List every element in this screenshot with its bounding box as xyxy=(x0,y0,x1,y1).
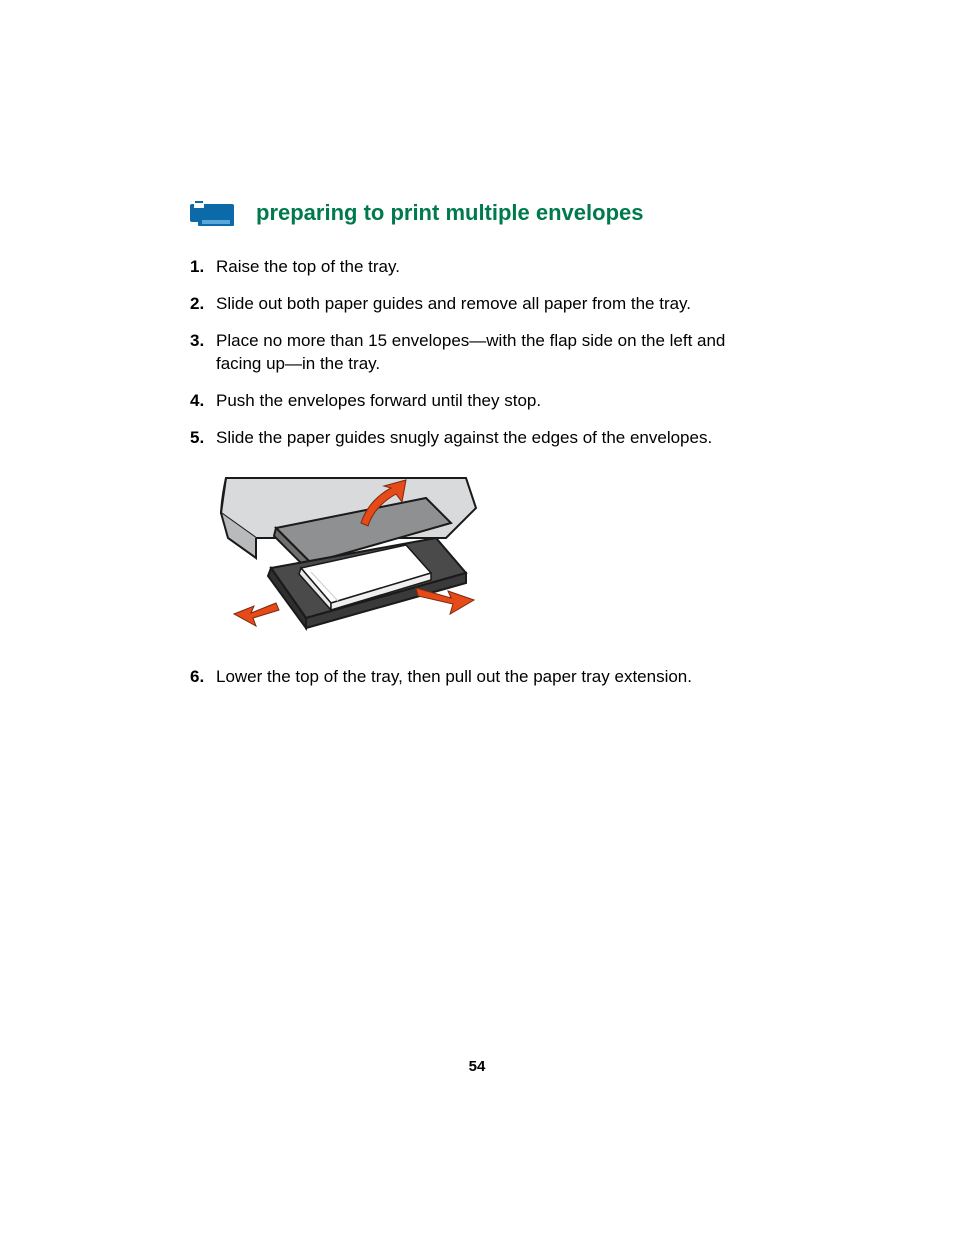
step-item: 6. Lower the top of the tray, then pull … xyxy=(190,666,770,689)
step-text: Raise the top of the tray. xyxy=(216,256,770,279)
step-number: 3. xyxy=(190,330,216,376)
printer-tray-figure xyxy=(216,468,770,648)
step-text: Slide the paper guides snugly against th… xyxy=(216,427,770,450)
steps-list: 1. Raise the top of the tray. 2. Slide o… xyxy=(190,256,770,450)
step-item: 2. Slide out both paper guides and remov… xyxy=(190,293,770,316)
step-item: 1. Raise the top of the tray. xyxy=(190,256,770,279)
step-item: 3. Place no more than 15 envelopes—with … xyxy=(190,330,770,376)
step-number: 6. xyxy=(190,666,216,689)
step-number: 5. xyxy=(190,427,216,450)
step-item: 5. Slide the paper guides snugly against… xyxy=(190,427,770,450)
page-number: 54 xyxy=(0,1058,954,1075)
steps-list-continued: 6. Lower the top of the tray, then pull … xyxy=(190,666,770,689)
step-number: 1. xyxy=(190,256,216,279)
content-block: preparing to print multiple envelopes 1.… xyxy=(190,198,770,703)
step-text: Lower the top of the tray, then pull out… xyxy=(216,666,770,689)
step-number: 4. xyxy=(190,390,216,413)
section-heading: preparing to print multiple envelopes xyxy=(256,200,644,226)
step-text: Slide out both paper guides and remove a… xyxy=(216,293,770,316)
step-text: Place no more than 15 envelopes—with the… xyxy=(216,330,770,376)
printer-icon xyxy=(190,198,238,228)
step-item: 4. Push the envelopes forward until they… xyxy=(190,390,770,413)
heading-row: preparing to print multiple envelopes xyxy=(190,198,770,228)
step-number: 2. xyxy=(190,293,216,316)
step-text: Push the envelopes forward until they st… xyxy=(216,390,770,413)
page: preparing to print multiple envelopes 1.… xyxy=(0,0,954,1235)
